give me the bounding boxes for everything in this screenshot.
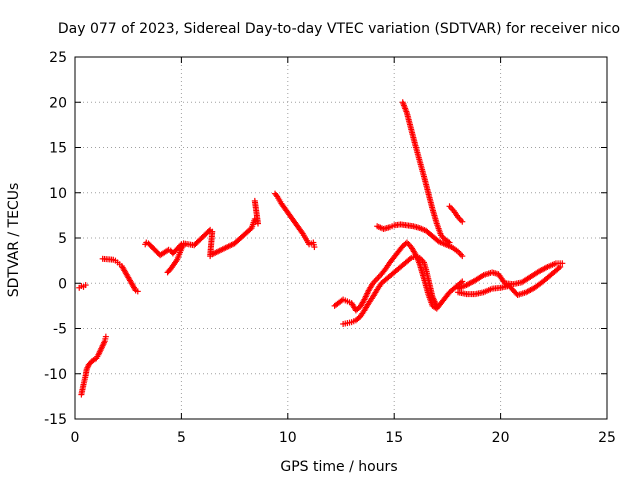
data-point xyxy=(311,244,318,251)
y-tick-label: -15 xyxy=(44,412,67,428)
data-point xyxy=(446,239,453,246)
data-point xyxy=(459,253,466,260)
x-tick-label: 20 xyxy=(492,430,510,446)
x-axis-title: GPS time / hours xyxy=(280,459,397,475)
data-points xyxy=(76,99,566,398)
y-axis-title: SDTVAR / TECUs xyxy=(6,183,22,298)
data-point xyxy=(433,302,440,309)
x-tick-label: 0 xyxy=(71,430,80,446)
axis-ticks: 0 5 10 15 20 25 -15 -10 -5 0 5 10 15 20 25 xyxy=(44,50,616,446)
data-point xyxy=(102,333,109,340)
data-point xyxy=(205,228,212,235)
data-point xyxy=(180,242,187,249)
y-tick-label: 20 xyxy=(49,95,67,111)
data-point xyxy=(459,278,466,285)
data-point xyxy=(82,282,89,289)
y-tick-label: 15 xyxy=(49,141,67,157)
y-tick-label: 0 xyxy=(58,276,67,292)
data-point xyxy=(273,192,280,199)
grid-lines xyxy=(75,57,607,419)
y-tick-label: 10 xyxy=(49,186,67,202)
chart-title: Day 077 of 2023, Sidereal Day-to-day VTE… xyxy=(58,21,620,37)
data-point xyxy=(459,218,466,225)
y-tick-label: -5 xyxy=(53,322,67,338)
x-tick-label: 15 xyxy=(385,430,403,446)
data-point xyxy=(559,260,566,267)
y-tick-label: 25 xyxy=(49,50,67,66)
data-point xyxy=(134,288,141,295)
y-tick-label: 5 xyxy=(58,231,67,247)
data-point xyxy=(298,229,305,236)
data-point xyxy=(251,197,258,204)
x-tick-label: 25 xyxy=(598,430,616,446)
data-point xyxy=(557,263,564,270)
y-tick-label: -10 xyxy=(44,367,67,383)
x-tick-label: 5 xyxy=(177,430,186,446)
x-tick-label: 10 xyxy=(279,430,297,446)
